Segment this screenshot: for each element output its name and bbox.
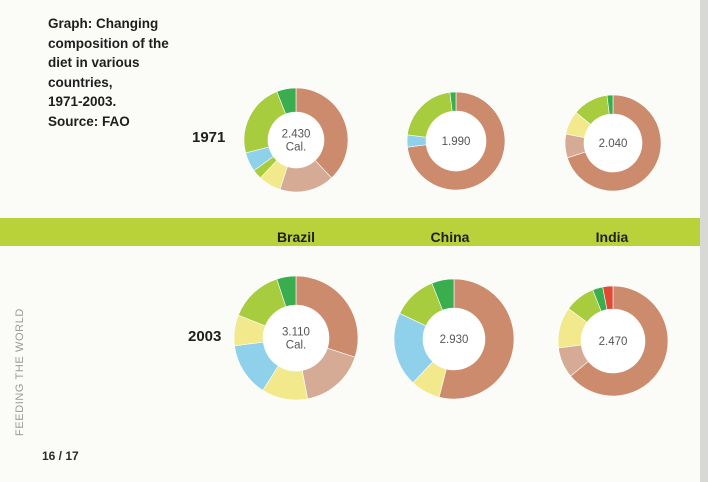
year-label-2003: 2003: [188, 328, 222, 345]
donut-china-2003: 2.930: [393, 278, 515, 400]
caption-line: Source: FAO: [48, 113, 130, 129]
donut-india-1971: 2.040: [564, 94, 662, 192]
donut-center-label: 2.470: [599, 336, 628, 348]
donut-hole: [581, 309, 645, 373]
country-label-china: China: [430, 229, 470, 245]
caption-line: Graph: Changing: [48, 16, 159, 31]
donut-hole: [268, 112, 324, 168]
donut-hole: [263, 305, 329, 371]
year-label-1971: 1971: [192, 129, 226, 146]
donut-hole: [426, 111, 486, 171]
donut-hole: [584, 114, 642, 172]
donut-center-label: 2.040: [599, 138, 628, 150]
page-edge: [700, 0, 708, 482]
page-number: 16 / 17: [42, 449, 79, 463]
donut-center-label: Cal.: [286, 340, 306, 352]
donut-center-label: 2.930: [440, 334, 469, 346]
caption-line: composition of the: [48, 35, 169, 51]
donut-center-label: 2.430: [282, 129, 311, 141]
donut-center-label: 1.990: [442, 136, 471, 148]
caption-line: diet in various: [48, 55, 140, 70]
donut-hole: [423, 308, 485, 370]
caption-line: countries,: [48, 74, 113, 90]
donut-center-label: 3.110: [282, 327, 310, 339]
donut-center-label: Cal.: [286, 142, 306, 154]
caption-line: 1971-2003.: [48, 94, 117, 109]
country-label-india: India: [595, 229, 629, 245]
country-label-brazil: Brazil: [276, 229, 316, 245]
chart-caption: Graph: Changing composition of the diet …: [48, 14, 188, 131]
donut-china-1971: 1.990: [406, 91, 506, 191]
donut-india-2003: 2.470: [557, 285, 669, 397]
country-band: [0, 218, 708, 246]
